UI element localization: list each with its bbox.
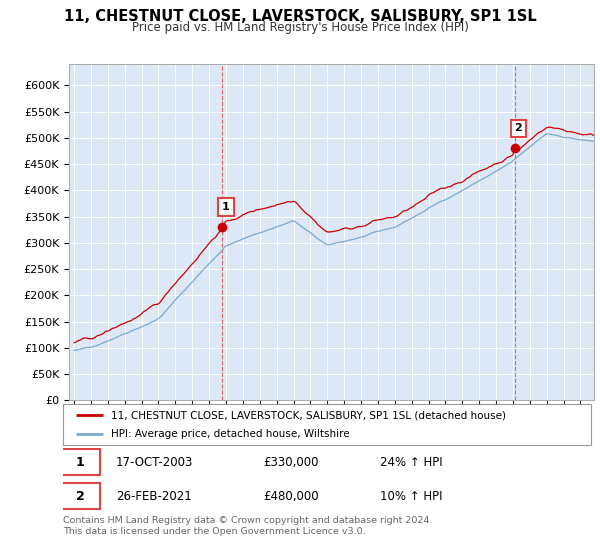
Text: 1: 1 <box>222 202 230 212</box>
Text: 26-FEB-2021: 26-FEB-2021 <box>116 490 191 503</box>
Text: HPI: Average price, detached house, Wiltshire: HPI: Average price, detached house, Wilt… <box>110 429 349 439</box>
FancyBboxPatch shape <box>61 483 100 509</box>
FancyBboxPatch shape <box>63 404 591 445</box>
Text: 1: 1 <box>76 456 85 469</box>
Text: 2: 2 <box>514 123 522 133</box>
Text: 11, CHESTNUT CLOSE, LAVERSTOCK, SALISBURY, SP1 1SL (detached house): 11, CHESTNUT CLOSE, LAVERSTOCK, SALISBUR… <box>110 410 506 421</box>
Text: Price paid vs. HM Land Registry's House Price Index (HPI): Price paid vs. HM Land Registry's House … <box>131 21 469 34</box>
Text: £480,000: £480,000 <box>263 490 319 503</box>
Text: 17-OCT-2003: 17-OCT-2003 <box>116 456 193 469</box>
Text: £330,000: £330,000 <box>263 456 319 469</box>
FancyBboxPatch shape <box>61 449 100 475</box>
Text: 11, CHESTNUT CLOSE, LAVERSTOCK, SALISBURY, SP1 1SL: 11, CHESTNUT CLOSE, LAVERSTOCK, SALISBUR… <box>64 9 536 24</box>
Text: Contains HM Land Registry data © Crown copyright and database right 2024.
This d: Contains HM Land Registry data © Crown c… <box>63 516 433 536</box>
Text: 24% ↑ HPI: 24% ↑ HPI <box>380 456 442 469</box>
Text: 2: 2 <box>76 490 85 503</box>
Text: 10% ↑ HPI: 10% ↑ HPI <box>380 490 442 503</box>
